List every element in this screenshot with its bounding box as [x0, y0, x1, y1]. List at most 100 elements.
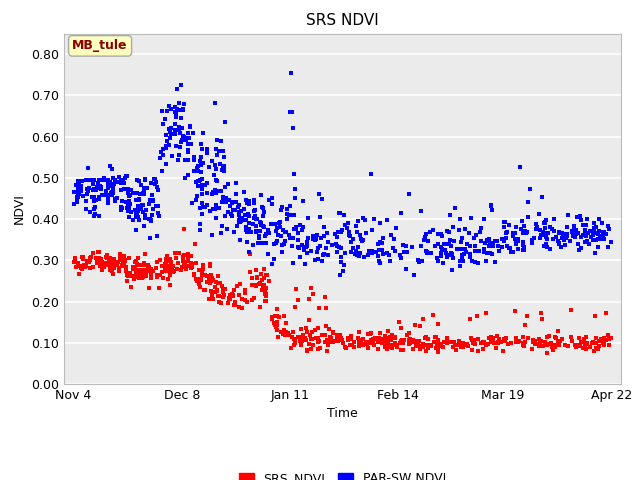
Point	[289, 170, 299, 178]
Point	[244, 197, 254, 204]
Point	[131, 213, 141, 221]
Point	[141, 261, 152, 269]
Point	[157, 262, 168, 270]
Point	[550, 333, 561, 341]
Point	[297, 337, 307, 345]
Point	[545, 224, 556, 231]
Point	[582, 215, 592, 223]
Point	[132, 260, 142, 268]
Point	[362, 338, 372, 346]
Point	[548, 215, 559, 223]
Point	[237, 295, 247, 302]
Point	[588, 338, 598, 346]
Point	[408, 345, 418, 353]
Point	[544, 340, 554, 348]
Point	[559, 236, 569, 244]
Point	[518, 227, 528, 235]
Point	[251, 215, 261, 223]
Point	[273, 312, 284, 320]
Point	[486, 201, 496, 208]
Point	[488, 339, 499, 347]
Point	[193, 192, 203, 200]
Point	[271, 323, 282, 331]
Point	[101, 253, 111, 261]
Point	[574, 246, 584, 254]
Point	[108, 165, 118, 172]
Point	[535, 339, 545, 347]
Point	[473, 259, 483, 267]
Point	[377, 246, 387, 254]
Point	[93, 248, 104, 255]
Point	[195, 275, 205, 282]
Point	[171, 114, 181, 121]
Point	[299, 246, 309, 254]
Point	[220, 285, 230, 293]
Point	[366, 170, 376, 178]
Point	[115, 206, 125, 214]
Point	[154, 284, 164, 292]
Point	[155, 154, 165, 162]
Point	[108, 189, 118, 196]
Point	[97, 266, 108, 274]
Point	[367, 247, 378, 255]
Point	[408, 338, 419, 346]
Point	[257, 219, 267, 227]
Point	[383, 327, 393, 335]
Point	[239, 205, 250, 213]
Point	[207, 296, 218, 303]
Point	[365, 339, 375, 347]
Point	[90, 203, 100, 211]
Point	[348, 244, 358, 252]
Point	[516, 217, 527, 225]
Point	[107, 188, 117, 195]
Point	[303, 340, 314, 348]
Point	[584, 229, 594, 237]
Point	[578, 221, 588, 229]
Point	[520, 321, 531, 328]
Point	[277, 248, 287, 256]
Point	[294, 244, 305, 252]
Point	[358, 336, 368, 343]
Point	[511, 236, 521, 243]
Point	[236, 236, 246, 244]
Point	[88, 180, 99, 188]
Point	[195, 157, 205, 165]
Point	[124, 273, 134, 280]
Point	[131, 226, 141, 233]
Point	[234, 291, 244, 299]
Point	[531, 220, 541, 228]
Point	[385, 257, 395, 265]
Point	[353, 217, 363, 225]
Point	[170, 249, 180, 257]
Point	[349, 343, 359, 350]
Point	[243, 210, 253, 218]
Point	[125, 201, 135, 208]
Point	[248, 207, 259, 215]
Point	[604, 243, 614, 251]
Point	[139, 222, 149, 230]
Point	[207, 291, 217, 299]
Point	[119, 260, 129, 268]
Point	[598, 228, 609, 236]
Point	[282, 210, 292, 217]
Point	[251, 223, 261, 230]
Point	[70, 255, 80, 263]
Point	[366, 249, 376, 256]
Point	[73, 187, 83, 194]
Point	[292, 244, 303, 252]
Point	[433, 320, 443, 328]
Point	[279, 312, 289, 320]
Point	[196, 153, 206, 161]
Point	[133, 213, 143, 220]
Point	[520, 227, 531, 235]
Point	[148, 267, 158, 275]
Point	[336, 252, 346, 260]
Point	[267, 201, 277, 208]
Point	[454, 341, 464, 349]
Point	[138, 208, 148, 216]
Point	[167, 263, 177, 270]
Point	[236, 217, 246, 225]
Point	[152, 183, 162, 191]
Point	[385, 334, 396, 341]
Point	[378, 234, 388, 242]
